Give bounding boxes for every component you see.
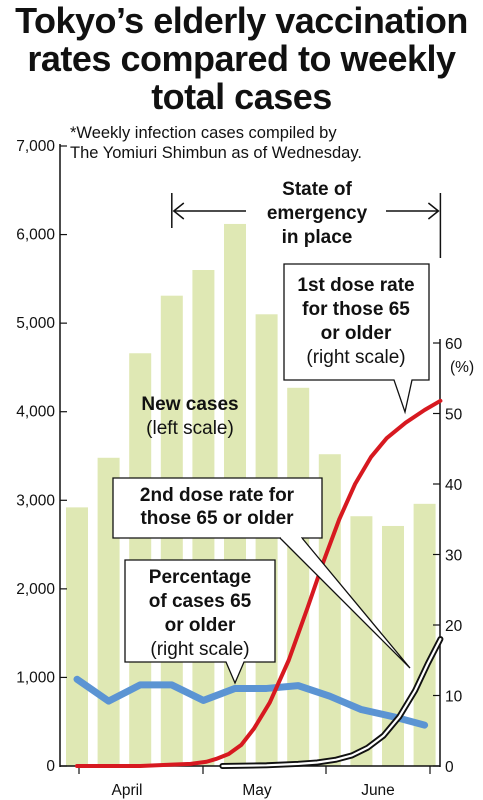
- emergency-label-line: State of: [282, 179, 352, 200]
- second-dose-label-line: 2nd dose rate for: [140, 485, 295, 506]
- right-axis-tick-label: 50: [445, 407, 463, 424]
- right-axis-tick-label: 30: [445, 548, 463, 565]
- percentage-label-line: of cases 65: [149, 591, 252, 612]
- title-line-2: rates compared to weekly: [27, 38, 456, 79]
- source-note: *Weekly infection cases compiled by The …: [70, 123, 470, 163]
- bar-week-1: [66, 507, 88, 766]
- left-axis-tick-label: 3,000: [16, 492, 55, 509]
- title-line-3: total cases: [151, 76, 332, 117]
- left-axis-tick-label: 5,000: [16, 315, 55, 332]
- right-axis-unit: (%): [450, 359, 474, 376]
- first-dose-label-line: for those 65: [302, 299, 410, 320]
- second-dose-label-line: those 65 or older: [140, 508, 294, 529]
- left-axis-tick-label: 2,000: [16, 581, 55, 598]
- emergency-label-line: emergency: [267, 203, 368, 224]
- percentage-label-line: Percentage: [149, 567, 251, 588]
- left-axis-tick-label: 1,000: [16, 669, 55, 686]
- right-axis-tick-label: 10: [445, 689, 463, 706]
- note-line-2: The Yomiuri Shimbun as of Wednesday.: [70, 144, 362, 162]
- left-axis-tick-label: 7,000: [16, 138, 55, 155]
- left-axis-tick-label: 0: [46, 758, 55, 775]
- percentage-label-line: (right scale): [150, 639, 249, 660]
- first-dose-label-line: 1st dose rate: [297, 275, 414, 296]
- right-axis-tick-label: 60: [445, 336, 463, 353]
- first-dose-label-line: (right scale): [306, 347, 405, 368]
- series-line-second-dose: [221, 637, 442, 768]
- note-line-1: *Weekly infection cases compiled by: [70, 124, 337, 142]
- bar-week-11: [382, 525, 404, 766]
- new-cases-label-line: New cases: [141, 394, 238, 415]
- new-cases-label-line: (left scale): [146, 418, 234, 439]
- x-axis-label-april: April: [111, 782, 142, 799]
- left-axis-tick-label: 4,000: [16, 404, 55, 421]
- left-axis-tick-label: 6,000: [16, 227, 55, 244]
- bar-week-7: [255, 314, 278, 766]
- chart-title: Tokyo’s elderly vaccination rates compar…: [0, 2, 483, 116]
- x-axis-label-june: June: [361, 782, 395, 799]
- first-dose-label-line: or older: [321, 323, 392, 344]
- right-axis-tick-label: 40: [445, 477, 463, 494]
- bar-week-12: [413, 503, 436, 766]
- bar-week-8: [287, 387, 310, 766]
- callout-percentage-box: [124, 559, 276, 685]
- emergency-arrowhead-right: [427, 202, 440, 220]
- bar-week-10: [350, 516, 373, 766]
- right-axis-tick-label: 20: [445, 618, 463, 635]
- series-line-first-dose: [75, 398, 443, 768]
- emergency-label-line: in place: [282, 227, 353, 248]
- x-axis-label-may: May: [242, 782, 272, 799]
- callout-first-dose-box: [283, 263, 430, 415]
- callout-second-dose-pointer: [279, 537, 411, 669]
- percentage-label-line: or older: [165, 615, 236, 636]
- right-axis-tick-label: 0: [445, 759, 454, 776]
- callout-second-dose-box: [112, 477, 323, 539]
- emergency-arrowhead-left: [172, 202, 185, 220]
- series-line-percentage-65-older: [73, 675, 429, 729]
- title-line-1: Tokyo’s elderly vaccination: [15, 0, 468, 41]
